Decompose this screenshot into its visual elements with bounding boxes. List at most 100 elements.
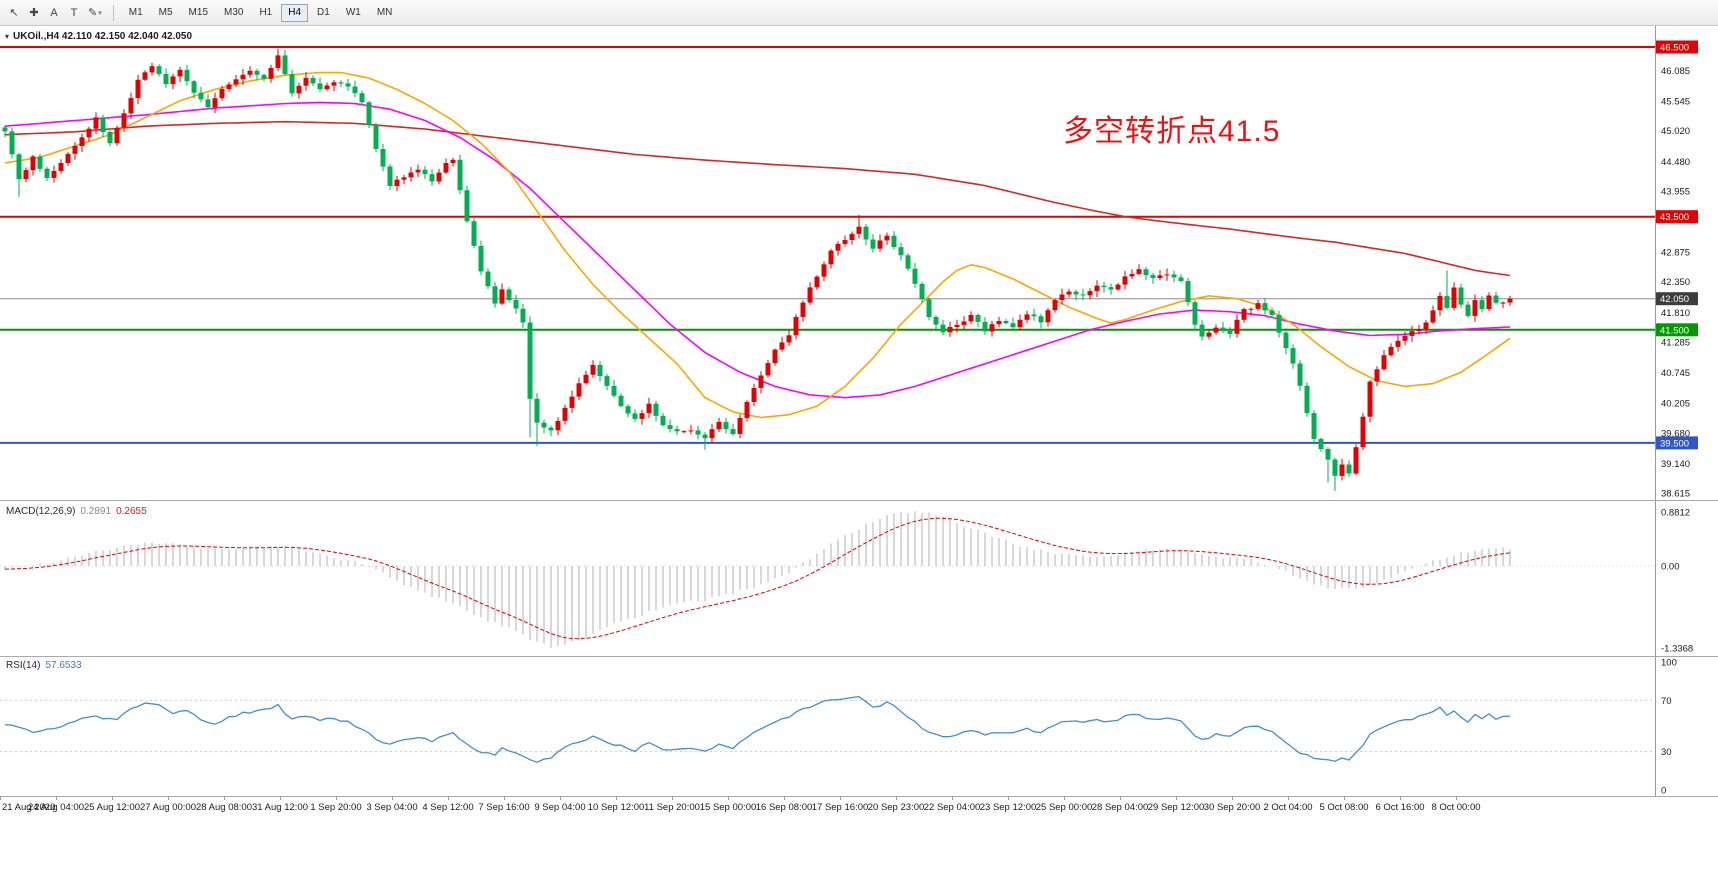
svg-text:38.615: 38.615 — [1661, 489, 1690, 500]
price-badge: 39.500 — [1656, 436, 1698, 450]
svg-text:0.00: 0.00 — [1661, 562, 1680, 573]
timeframe-button-m1[interactable]: M1 — [128, 7, 143, 18]
svg-text:16 Sep 08:00: 16 Sep 08:00 — [756, 802, 813, 813]
timeframe-buttons-group: M1 M5 M15 M30 H1 H4 D1 W1 MN — [121, 3, 401, 22]
cursor-icon: ↖ — [9, 7, 19, 19]
svg-text:29 Sep 12:00: 29 Sep 12:00 — [1148, 802, 1205, 813]
macd-indicator-label: MACD(12,26,9) 0.2891 0.2655 — [6, 506, 147, 517]
horizontal-level-lines[interactable] — [0, 46, 1655, 444]
symbol-ohlc-text: UKOil.,H4 42.110 42.150 42.040 42.050 — [13, 31, 193, 42]
macd-signal-line — [4, 517, 1511, 640]
timeframe-button-h1[interactable]: H1 — [259, 7, 273, 18]
svg-text:45.545: 45.545 — [1661, 97, 1690, 108]
svg-text:30 Sep 20:00: 30 Sep 20:00 — [1204, 802, 1261, 813]
svg-text:39.500: 39.500 — [1660, 438, 1689, 449]
svg-text:15 Sep 00:00: 15 Sep 00:00 — [700, 802, 757, 813]
svg-text:40.745: 40.745 — [1661, 368, 1690, 379]
svg-text:100: 100 — [1661, 658, 1677, 669]
svg-text:45.020: 45.020 — [1661, 126, 1690, 137]
draw-objects-tool-button[interactable]: ✎ ▾ — [84, 3, 106, 23]
macd-main-value: 0.2891 — [80, 506, 112, 517]
macd-label-name: MACD(12,26,9) — [6, 506, 76, 517]
timeframe-button-d1[interactable]: D1 — [317, 7, 330, 18]
svg-text:41.285: 41.285 — [1661, 338, 1690, 349]
timeframe-button-h4[interactable]: H4 — [281, 3, 309, 22]
rsi-axis-labels: 100 70 30 0 — [1661, 658, 1677, 797]
svg-text:21 Aug 2020: 21 Aug 2020 — [2, 802, 55, 813]
price-axis-labels: 46.085 45.545 45.020 44.480 43.955 42.875 42.3… — [1661, 66, 1690, 500]
text-box-tool-button[interactable]: T — [64, 3, 84, 23]
ma-fast-line — [4, 71, 1511, 419]
timeframe-button-w1[interactable]: W1 — [345, 7, 361, 18]
svg-text:42.050: 42.050 — [1660, 294, 1689, 305]
timeframe-button-m30[interactable]: M30 — [224, 7, 244, 18]
svg-text:5 Oct 08:00: 5 Oct 08:00 — [1319, 802, 1368, 813]
svg-text:11 Sep 20:00: 11 Sep 20:00 — [644, 802, 700, 813]
text-label-tool-button[interactable]: A — [44, 3, 64, 23]
svg-text:46.500: 46.500 — [1660, 43, 1689, 54]
svg-text:39.680: 39.680 — [1661, 428, 1690, 439]
chart-canvas[interactable]: 46.085 45.545 45.020 44.480 43.955 42.875 42.3… — [0, 26, 1718, 895]
svg-text:17 Sep 16:00: 17 Sep 16:00 — [812, 802, 869, 813]
svg-text:46.085: 46.085 — [1661, 66, 1690, 77]
macd-axis-labels: 0.8812 0.00 -1.3368 — [1661, 508, 1693, 655]
svg-text:44.480: 44.480 — [1661, 157, 1690, 168]
rsi-indicator-label: RSI(14) 57.6533 — [6, 660, 82, 671]
rsi-label-name: RSI(14) — [6, 660, 41, 671]
pane-separators[interactable] — [0, 500, 1718, 797]
svg-text:10 Sep 12:00: 10 Sep 12:00 — [588, 802, 645, 813]
price-badge: 42.050 — [1656, 292, 1698, 306]
svg-text:24 Aug 04:00: 24 Aug 04:00 — [28, 802, 84, 813]
main-toolbar: ↖ ✚ A T ✎ ▾ M1 M5 M15 M30 H1 H4 D1 W1 MN — [0, 0, 1718, 26]
svg-text:1 Sep 20:00: 1 Sep 20:00 — [310, 802, 361, 813]
rsi-line — [4, 696, 1511, 763]
price-badge: 41.500 — [1656, 323, 1698, 337]
svg-text:22 Sep 04:00: 22 Sep 04:00 — [924, 802, 981, 813]
rsi-value: 57.6533 — [45, 660, 82, 671]
chart-annotation-text: 多空转折点41.5 — [1063, 115, 1281, 148]
timeframe-button-mn[interactable]: MN — [376, 7, 393, 18]
symbol-ohlc-line: ▾ UKOil.,H4 42.110 42.150 42.040 42.050 — [5, 31, 192, 42]
svg-text:40.205: 40.205 — [1661, 399, 1690, 410]
timeframe-button-m15[interactable]: M15 — [188, 7, 208, 18]
svg-text:6 Oct 16:00: 6 Oct 16:00 — [1375, 802, 1424, 813]
svg-text:70: 70 — [1661, 696, 1672, 707]
svg-text:7 Sep 16:00: 7 Sep 16:00 — [478, 802, 529, 813]
svg-text:43.955: 43.955 — [1661, 187, 1690, 198]
price-badge: 43.500 — [1656, 210, 1698, 224]
svg-text:25 Aug 12:00: 25 Aug 12:00 — [84, 802, 140, 813]
svg-text:30: 30 — [1661, 747, 1672, 758]
crosshair-tool-button[interactable]: ✚ — [24, 3, 44, 23]
svg-text:43.500: 43.500 — [1660, 212, 1689, 223]
draw-objects-icon: ✎ — [88, 7, 98, 19]
timeframe-button-m5[interactable]: M5 — [158, 7, 173, 18]
drawing-tools-group: ↖ ✚ A T ✎ ▾ — [4, 3, 106, 23]
dropdown-caret-icon: ▾ — [98, 9, 102, 17]
svg-text:25 Sep 00:00: 25 Sep 00:00 — [1036, 802, 1093, 813]
svg-text:28 Aug 08:00: 28 Aug 08:00 — [196, 802, 252, 813]
text-label-icon: A — [50, 6, 58, 19]
macd-signal-value: 0.2655 — [116, 506, 147, 517]
svg-text:0: 0 — [1661, 786, 1666, 797]
svg-text:8 Oct 00:00: 8 Oct 00:00 — [1431, 802, 1480, 813]
svg-text:4 Sep 12:00: 4 Sep 12:00 — [422, 802, 473, 813]
text-box-icon: T — [70, 6, 78, 19]
macd-histogram — [4, 511, 1511, 648]
rsi-level-lines — [0, 699, 1655, 753]
svg-text:2 Oct 04:00: 2 Oct 04:00 — [1263, 802, 1312, 813]
svg-text:28 Sep 04:00: 28 Sep 04:00 — [1092, 802, 1149, 813]
svg-text:0.8812: 0.8812 — [1661, 508, 1690, 519]
svg-text:42.350: 42.350 — [1661, 277, 1690, 288]
chart-region: 46.085 45.545 45.020 44.480 43.955 42.875 42.3… — [0, 26, 1718, 895]
ma-slow-line — [4, 120, 1511, 277]
svg-text:23 Sep 12:00: 23 Sep 12:00 — [980, 802, 1037, 813]
price-badge: 46.500 — [1656, 40, 1698, 54]
candlestick-series — [2, 48, 1513, 491]
ma-medium-line — [4, 101, 1511, 399]
svg-text:41.500: 41.500 — [1660, 325, 1689, 336]
cursor-tool-button[interactable]: ↖ — [4, 3, 24, 23]
svg-text:39.140: 39.140 — [1661, 459, 1690, 470]
one-click-trading-toggle-icon[interactable]: ▾ — [5, 32, 10, 41]
